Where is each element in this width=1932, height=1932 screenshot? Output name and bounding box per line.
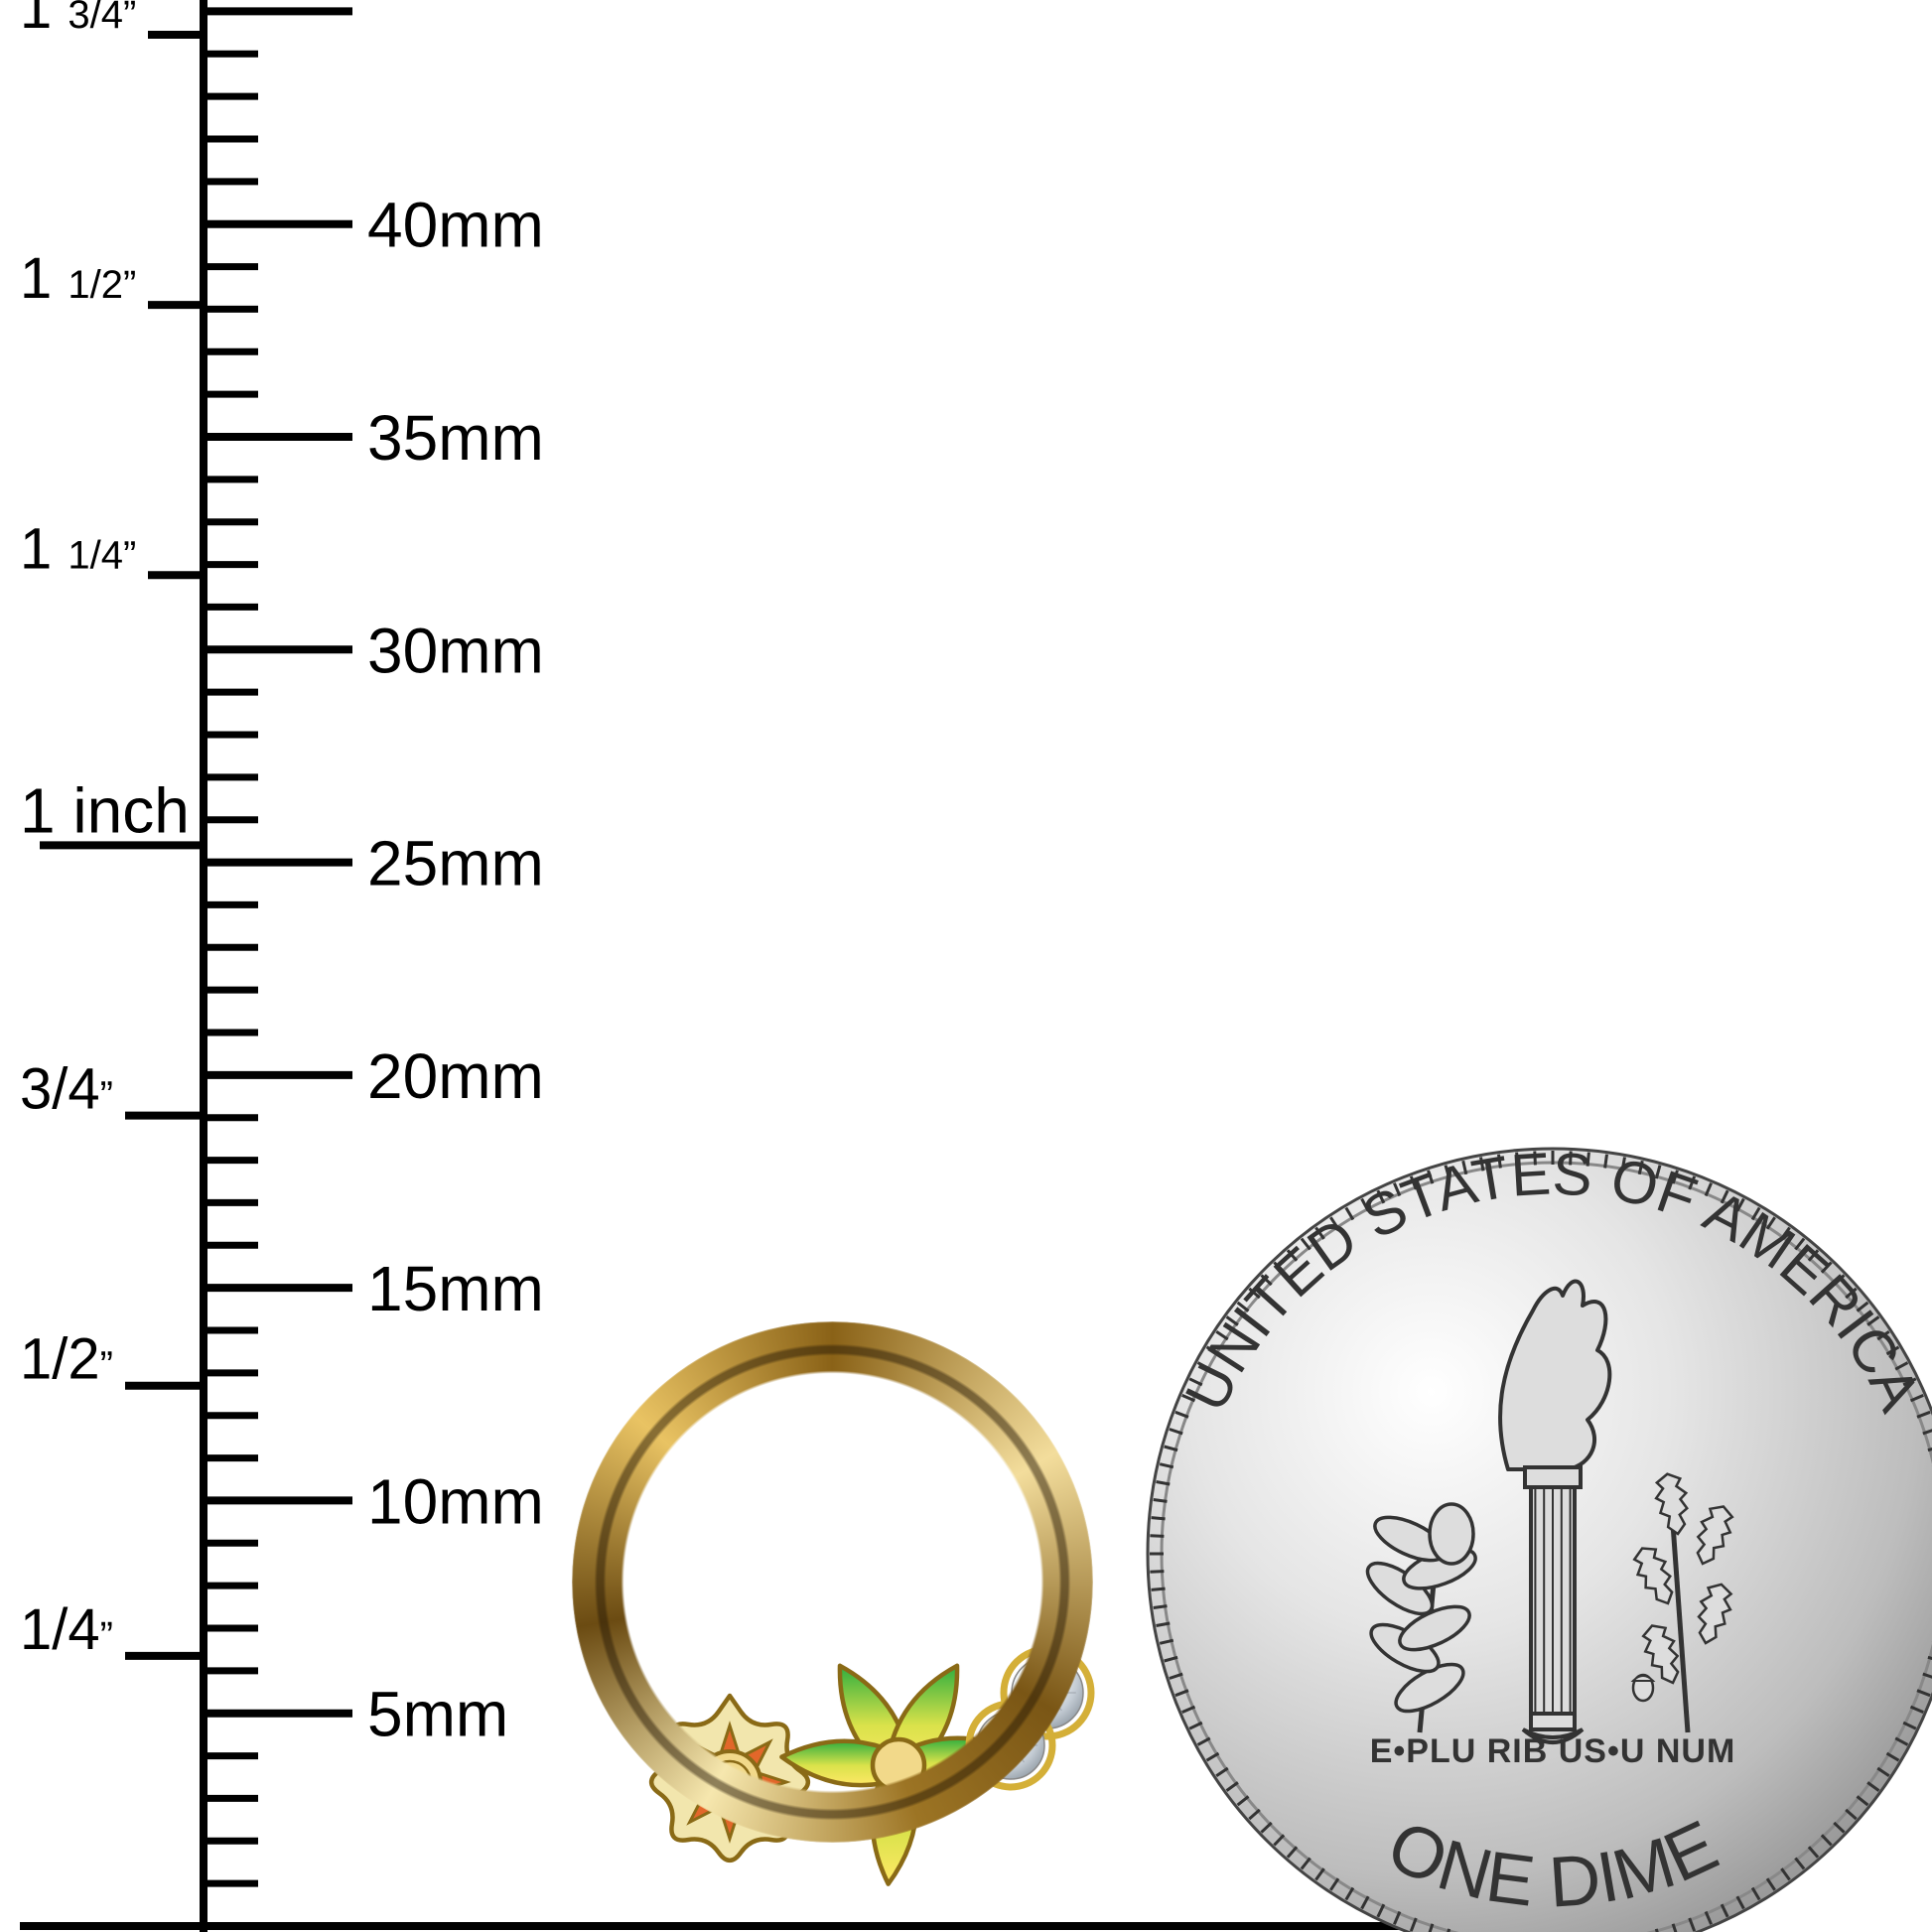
svg-text:15mm: 15mm [367,1253,544,1324]
svg-text:1/2”: 1/2” [20,1327,113,1392]
svg-text:25mm: 25mm [367,828,544,899]
svg-text:5mm: 5mm [367,1679,508,1750]
svg-text:35mm: 35mm [367,402,544,474]
svg-text:1 1/4”: 1 1/4” [20,516,136,581]
svg-text:10mm: 10mm [367,1465,544,1537]
svg-text:1 3/4”: 1 3/4” [20,0,136,41]
svg-text:1/4”: 1/4” [20,1597,113,1662]
svg-text:40mm: 40mm [367,190,544,261]
svg-text:E•PLU RIB US•U NUM: E•PLU RIB US•U NUM [1370,1732,1736,1770]
svg-text:30mm: 30mm [367,615,544,686]
svg-text:3/4”: 3/4” [20,1057,113,1122]
svg-text:1 1/2”: 1 1/2” [20,246,136,311]
svg-text:1 inch: 1 inch [20,774,190,846]
svg-text:20mm: 20mm [367,1040,544,1112]
